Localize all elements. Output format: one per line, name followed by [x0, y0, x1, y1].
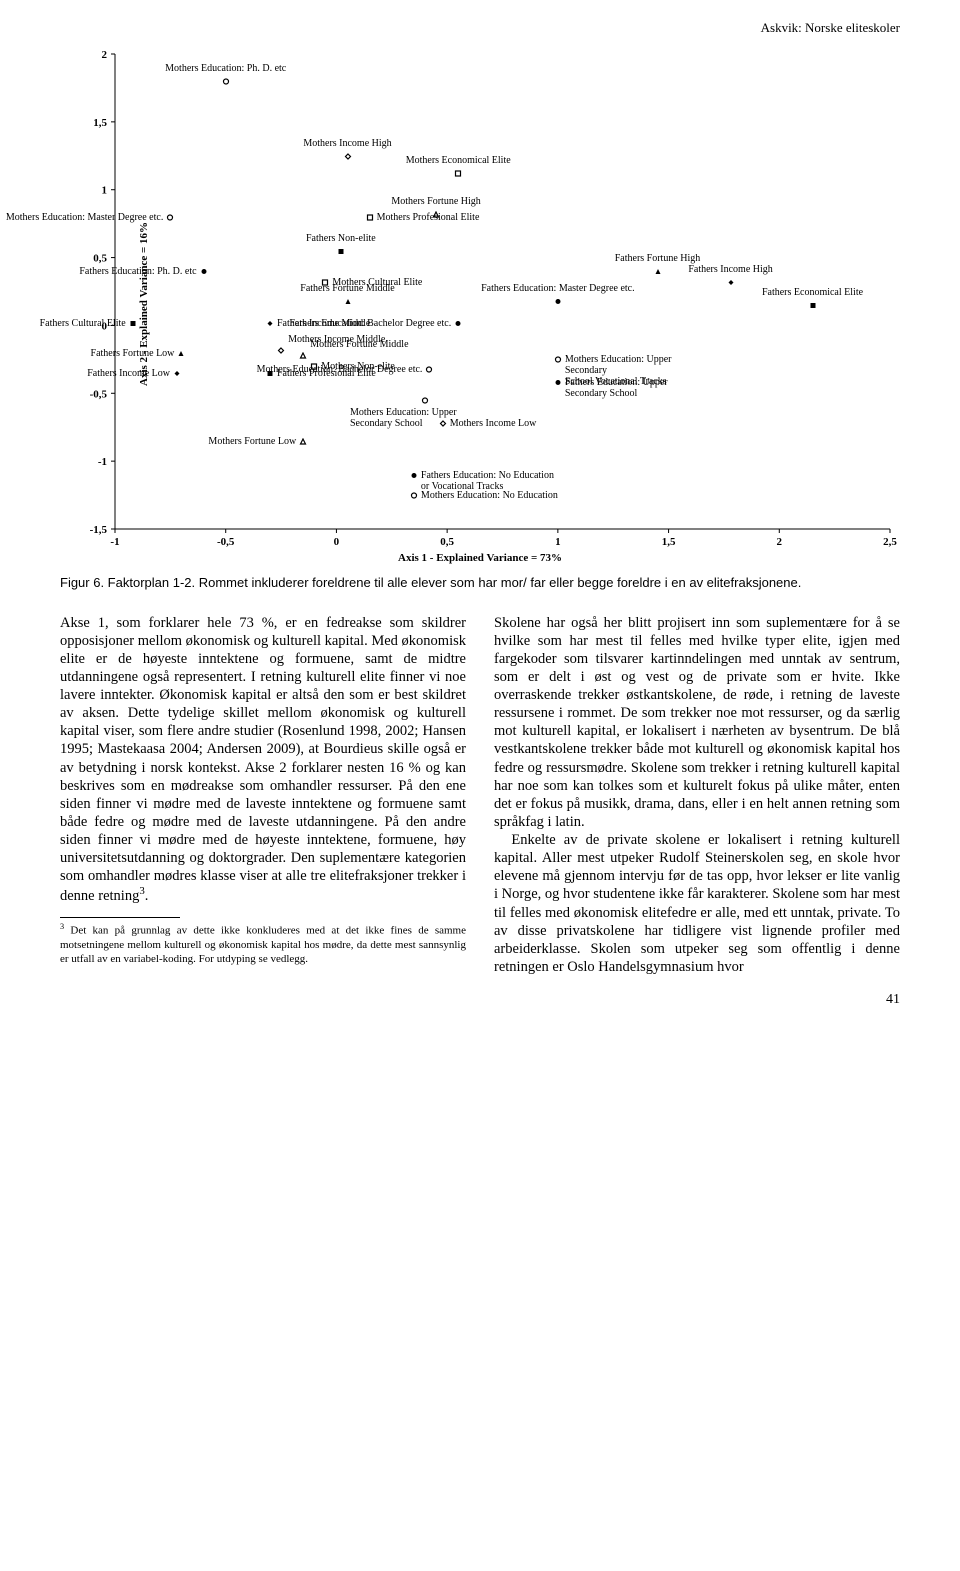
chart-point-label: Mothers Education: Ph. D. etc	[165, 63, 286, 74]
footnote-text: Det kan på grunnlag av dette ikke konklu…	[60, 925, 466, 965]
svg-text:1: 1	[555, 536, 561, 548]
chart-point-marker	[129, 314, 136, 332]
chart-point-marker	[410, 466, 417, 484]
chart-point-label: Mothers Education: Master Degree etc.	[6, 212, 163, 223]
chart-point-label: Fathers Education: UpperSecondary School	[565, 377, 715, 399]
svg-text:2,5: 2,5	[883, 536, 897, 548]
paragraph-1: Akse 1, som forklarer hele 73 %, er en f…	[60, 614, 466, 906]
chart-point-label: Mothers Fortune Middle	[310, 339, 408, 350]
svg-text:0,5: 0,5	[93, 253, 107, 265]
svg-text:1,5: 1,5	[662, 536, 676, 548]
chart-point-label: Mothers Education: Bachelor Degree etc.	[257, 364, 423, 375]
chart-point-marker	[300, 432, 307, 450]
chart-point-marker	[554, 292, 561, 310]
svg-text:0,5: 0,5	[440, 536, 454, 548]
chart-point-label: Fathers Fortune Middle	[300, 283, 394, 294]
chart-x-axis-label: Axis 1 - Explained Variance = 73%	[398, 552, 562, 564]
chart-point-label: Fathers Fortune Low	[91, 348, 175, 359]
chart-point-marker	[344, 292, 351, 310]
chart-point-marker	[278, 341, 285, 359]
svg-text:2: 2	[102, 49, 108, 61]
chart-point-label: Fathers Fortune High	[615, 253, 701, 264]
p1-text: Akse 1, som forklarer hele 73 %, er en f…	[60, 615, 466, 905]
page-number: 41	[60, 992, 900, 1008]
chart-point-label: Mothers Income Low	[450, 418, 537, 429]
footnote: 3 Det kan på grunnlag av dette ikke konk…	[60, 922, 466, 966]
chart-point-label: Mothers Economical Elite	[406, 155, 511, 166]
body-text: Akse 1, som forklarer hele 73 %, er en f…	[60, 614, 900, 977]
chart-point-label: Mothers Fortune Low	[208, 436, 296, 447]
chart-point-label: Mothers Profesional Elite	[377, 212, 480, 223]
chart-point-label: Mothers Fortune High	[391, 196, 480, 207]
svg-text:1,5: 1,5	[93, 117, 107, 129]
chart-point-marker	[654, 262, 661, 280]
chart-point-label: Fathers Non-elite	[306, 233, 376, 244]
svg-text:2: 2	[777, 536, 783, 548]
chart-point-marker	[554, 350, 561, 368]
svg-text:-0,5: -0,5	[217, 536, 235, 548]
chart-point-marker	[439, 414, 446, 432]
chart-point-label: Fathers Economical Elite	[762, 287, 863, 298]
chart-point-marker	[809, 296, 816, 314]
svg-text:-0,5: -0,5	[90, 388, 108, 400]
chart-point-marker	[222, 72, 229, 90]
chart-point-marker	[433, 205, 440, 223]
svg-text:0: 0	[334, 536, 340, 548]
figure-caption: Figur 6. Faktorplan 1-2. Rommet inkluder…	[60, 574, 900, 592]
paragraph-2: Skolene har også her blitt projisert inn…	[494, 614, 900, 832]
chart-point-marker	[455, 314, 462, 332]
chart-point-marker	[410, 486, 417, 504]
chart-point-marker	[337, 242, 344, 260]
chart-y-axis-label: Axis 2 - Explained Variance = 16%	[138, 222, 150, 386]
chart-point-marker	[426, 360, 433, 378]
chart-point-label: Mothers Income High	[303, 138, 391, 149]
chart-point-label: Fathers Education: Ph. D. etc	[79, 266, 196, 277]
chart-point-marker	[200, 262, 207, 280]
chart-point-marker	[300, 346, 307, 364]
svg-text:-1: -1	[110, 536, 119, 548]
chart-point-marker	[727, 273, 734, 291]
chart-point-marker	[554, 373, 561, 391]
p1-tail: .	[145, 888, 149, 904]
svg-text:1: 1	[102, 185, 108, 197]
footnote-rule	[60, 917, 180, 918]
page: Askvik: Norske eliteskoler -1,5-1-0,500,…	[0, 0, 960, 1038]
chart-point-marker	[455, 164, 462, 182]
chart-point-label: Fathers Education: Master Degree etc.	[481, 283, 635, 294]
chart-point-label: Mothers Education: No Education	[421, 490, 558, 501]
chart-point-label: Fathers Education: Bachelor Degree etc.	[289, 318, 451, 329]
paragraph-3: Enkelte av de private skolene er lokalis…	[494, 831, 900, 976]
scatter-chart: -1,5-1-0,500,511,52-1-0,500,511,522,5Axi…	[60, 44, 900, 564]
svg-text:-1: -1	[98, 456, 107, 468]
running-head: Askvik: Norske eliteskoler	[60, 20, 900, 36]
chart-point-marker	[167, 208, 174, 226]
chart-point-marker	[267, 314, 274, 332]
chart-point-marker	[366, 208, 373, 226]
chart-point-marker	[174, 364, 181, 382]
chart-point-label: Fathers Income High	[688, 264, 772, 275]
chart-point-label: Fathers Education: No Educationor Vocati…	[421, 470, 571, 492]
chart-point-label: Fathers Cultural Elite	[40, 318, 126, 329]
chart-point-marker	[178, 344, 185, 362]
svg-text:-1,5: -1,5	[90, 524, 108, 536]
chart-point-label: Fathers Income Low	[87, 368, 170, 379]
chart-point-marker	[344, 147, 351, 165]
